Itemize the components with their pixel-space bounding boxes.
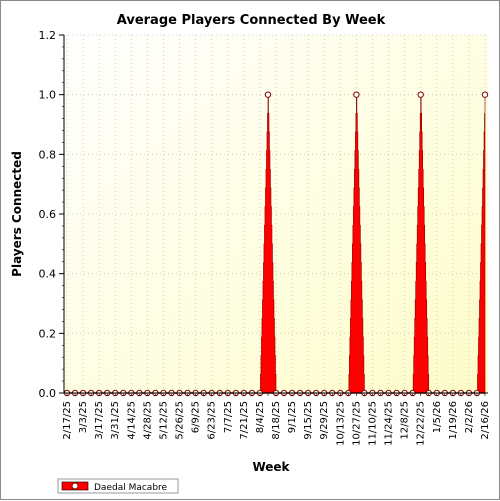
x-tick-label: 2/17/25 bbox=[62, 401, 73, 440]
x-tick-label: 10/13/25 bbox=[335, 401, 346, 446]
y-axis-title: Players Connected bbox=[10, 151, 24, 277]
x-tick-label: 11/10/25 bbox=[367, 401, 378, 446]
x-tick-label: 5/26/25 bbox=[175, 401, 186, 440]
x-tick-label: 7/21/25 bbox=[239, 401, 250, 440]
x-axis-title: Week bbox=[252, 460, 290, 474]
x-tick-label: 2/2/26 bbox=[464, 401, 475, 433]
x-tick-label: 7/7/25 bbox=[223, 401, 234, 433]
x-tick-label: 5/12/25 bbox=[158, 401, 169, 440]
x-tick-label: 6/23/25 bbox=[207, 401, 218, 440]
x-tick-label: 4/14/25 bbox=[126, 401, 137, 440]
y-tick-label: 0.8 bbox=[39, 148, 57, 161]
grid-lines bbox=[64, 34, 488, 393]
data-point bbox=[264, 91, 272, 98]
x-axis-ticks: 2/17/25 3/3/25 3/17/25 3/31/25 4/14/25 4/28/2… bbox=[62, 393, 491, 446]
x-tick-label: 3/31/25 bbox=[110, 401, 121, 440]
x-tick-label: 8/18/25 bbox=[271, 401, 282, 440]
x-tick-label: 10/27/25 bbox=[351, 401, 362, 446]
data-point bbox=[417, 91, 424, 98]
x-tick-label: 4/28/25 bbox=[142, 401, 153, 440]
legend-label: Daedal Macabre bbox=[94, 483, 168, 493]
legend: Daedal Macabre bbox=[57, 478, 179, 494]
x-tick-label: 12/22/25 bbox=[416, 401, 427, 446]
x-tick-label: 3/3/25 bbox=[78, 401, 89, 433]
y-tick-label: 0.4 bbox=[39, 268, 57, 281]
y-axis-ticks: 0.0 0.2 0.4 0.6 0.8 1.0 1.2 bbox=[39, 29, 64, 400]
x-tick-label: 1/19/26 bbox=[448, 401, 459, 440]
x-tick-label: 2/16/26 bbox=[480, 401, 491, 440]
legend-marker bbox=[71, 482, 79, 490]
x-tick-label: 1/5/26 bbox=[432, 401, 443, 433]
x-tick-label: 8/4/25 bbox=[255, 401, 266, 433]
y-tick-label: 1.0 bbox=[39, 89, 57, 102]
x-tick-label: 9/29/25 bbox=[319, 401, 330, 440]
y-tick-label: 0.6 bbox=[39, 208, 57, 221]
chart-title: Average Players Connected By Week bbox=[117, 13, 386, 28]
y-tick-label: 1.2 bbox=[39, 29, 57, 42]
x-tick-label: 9/1/25 bbox=[287, 401, 298, 433]
x-tick-label: 3/17/25 bbox=[94, 401, 105, 440]
y-tick-label: 0.0 bbox=[39, 387, 57, 400]
x-tick-label: 12/8/25 bbox=[400, 401, 411, 440]
x-tick-label: 6/9/25 bbox=[191, 401, 202, 433]
y-tick-label: 0.2 bbox=[39, 327, 57, 340]
series-spike bbox=[476, 94, 486, 394]
data-point bbox=[353, 91, 360, 98]
data-point bbox=[481, 91, 489, 98]
x-tick-label: 11/24/25 bbox=[384, 401, 395, 446]
x-tick-label: 9/15/25 bbox=[303, 401, 314, 440]
